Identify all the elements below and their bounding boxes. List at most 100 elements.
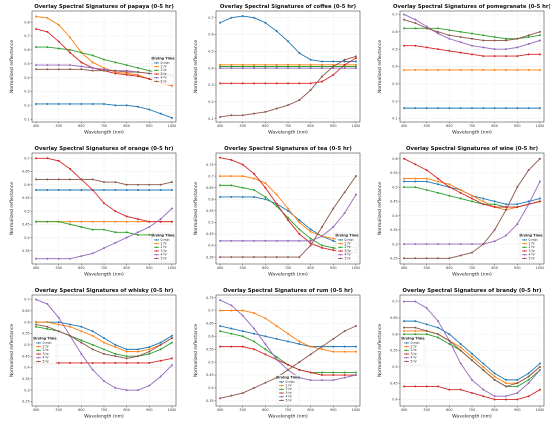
y-tick-label: 0.45 [22, 354, 30, 358]
data-point [148, 350, 151, 353]
data-point [170, 357, 173, 360]
data-point [264, 381, 267, 384]
data-point [437, 333, 440, 336]
data-point [354, 55, 357, 58]
data-point [125, 73, 128, 76]
data-point [437, 320, 440, 323]
x-tick-label: 600 [262, 408, 268, 412]
y-tick-label: 0.5 [392, 47, 397, 51]
data-point [448, 243, 451, 246]
data-point [538, 365, 541, 368]
data-point [80, 330, 83, 333]
data-point [57, 321, 60, 324]
legend-marker [37, 353, 40, 355]
x-tick-label: 800 [123, 266, 129, 270]
chart-svg: Overlay Spectral Signatures of whisky (0… [9, 288, 177, 420]
x-tick-label: 900 [146, 266, 152, 270]
y-tick-label: 0.65 [206, 322, 214, 326]
x-tick-label: 1000 [168, 408, 177, 412]
data-point [403, 329, 406, 332]
data-point [309, 58, 312, 61]
y-tick-label: 0.4 [24, 366, 29, 370]
data-point [516, 398, 519, 401]
data-point [459, 189, 462, 191]
data-point [114, 220, 117, 223]
y-tick-label: 0.35 [22, 249, 30, 253]
data-point [125, 69, 128, 72]
chart-svg: Overlay Spectral Signatures of papaya (0… [9, 4, 177, 136]
x-tick-label: 500 [239, 124, 245, 128]
data-point [170, 364, 173, 367]
data-point [493, 395, 496, 398]
legend-entry: 3 hr [161, 72, 168, 76]
data-point [459, 243, 462, 246]
data-point [354, 193, 357, 196]
data-point [471, 194, 473, 197]
data-point [414, 27, 417, 30]
legend-entry: 0 min [411, 341, 420, 345]
data-point [516, 46, 519, 49]
x-tick-label: 500 [423, 408, 429, 412]
data-point [298, 361, 301, 364]
data-point [35, 46, 38, 49]
data-point [471, 251, 473, 254]
data-point [332, 63, 335, 66]
legend-marker [155, 250, 158, 252]
data-point [114, 361, 117, 364]
data-point [103, 380, 105, 383]
data-point [57, 64, 60, 67]
chart-title: Overlay Spectral Signatures of brandy (0… [403, 288, 542, 294]
x-tick-label: 800 [307, 266, 313, 270]
y-tick-label: 0.45 [206, 232, 214, 236]
data-point [309, 230, 312, 233]
legend-marker [280, 392, 283, 394]
legend-marker [155, 253, 158, 256]
chart-title: Overlay Spectral Signatures of wine (0-5… [406, 146, 538, 152]
legend-marker [405, 345, 408, 348]
y-tick-label: 0.75 [206, 296, 214, 300]
data-point [448, 68, 451, 71]
data-point [91, 334, 94, 337]
y-tick-label: 0.6 [208, 33, 213, 37]
data-point [403, 300, 406, 303]
x-tick-label: 600 [446, 266, 452, 270]
data-point [354, 63, 357, 66]
data-point [504, 39, 507, 42]
data-point [241, 114, 244, 117]
data-point [309, 228, 312, 231]
data-point [414, 385, 417, 388]
data-point [332, 207, 335, 210]
x-tick-label: 700 [469, 266, 475, 270]
data-point [425, 257, 428, 260]
data-point [493, 378, 496, 381]
data-point [253, 256, 256, 259]
plot-frame [31, 294, 177, 407]
data-point [354, 60, 357, 63]
data-point [114, 352, 117, 355]
data-point [493, 228, 496, 231]
x-axis-label: Wavelength (nm) [452, 414, 492, 420]
data-point [241, 345, 244, 348]
chart-svg: Overlay Spectral Signatures of wine (0-5… [377, 146, 545, 278]
x-tick-label: 900 [330, 408, 336, 412]
data-point [230, 195, 233, 198]
data-point [136, 71, 139, 74]
data-point [125, 104, 128, 107]
data-point [253, 63, 256, 66]
data-point [287, 207, 289, 210]
legend-entry: 4 hr [161, 253, 168, 257]
data-point [219, 239, 222, 242]
data-point [125, 389, 128, 392]
data-point [425, 177, 428, 180]
data-point [241, 392, 244, 395]
data-point [448, 186, 451, 189]
data-point [425, 107, 428, 110]
data-point [516, 223, 519, 226]
data-point [241, 335, 244, 338]
y-tick-label: 0.6 [24, 183, 29, 187]
data-point [493, 55, 496, 58]
data-point [253, 65, 256, 68]
